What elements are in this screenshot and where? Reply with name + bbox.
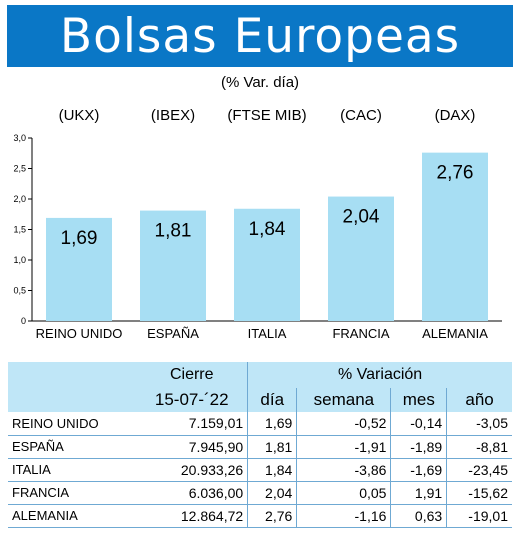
y-tick-label: 0 [21,316,26,326]
header-cierre: Cierre [169,366,214,383]
x-tick-label: ESPAÑA [147,326,199,341]
cell-anio: -3,05 [446,412,512,436]
cell-mes: -1,69 [390,458,447,482]
cell-market: FRANCIA [8,481,137,505]
table-row: ALEMANIA 12.864,72 2,76 -1,16 0,63 -19,01 [8,504,512,528]
index-label: (FTSE MIB) [227,107,306,124]
cell-anio: -23,45 [446,458,512,482]
cell-dia: 1,69 [247,412,297,436]
cell-cierre: 7.945,90 [136,435,248,459]
cell-cierre: 7.159,01 [136,412,248,436]
header-blank [8,362,136,388]
x-tick-label: REINO UNIDO [36,326,123,341]
bar [328,196,394,321]
cell-mes: 1,91 [390,481,447,505]
bar [46,217,112,321]
table-row: FRANCIA 6.036,00 2,04 0,05 1,91 -15,62 [8,481,512,505]
cell-semana: -1,16 [296,504,391,528]
cell-mes: 0,63 [390,504,447,528]
header-mes: mes [390,388,447,412]
table-row: ESPAÑA 7.945,90 1,81 -1,91 -1,89 -8,81 [8,435,512,459]
data-label: 1,69 [61,228,98,249]
cell-cierre: 20.933,26 [136,458,248,482]
cell-anio: -8,81 [446,435,512,459]
y-tick-label: 1,5 [13,225,26,235]
cell-semana: -3,86 [296,458,391,482]
y-tick-label: 3,0 [13,133,26,143]
x-tick-label: FRANCIA [332,326,389,341]
data-table: Cierre % Variación 15-07-´22 día semana … [8,362,512,528]
cell-dia: 2,76 [247,504,297,528]
y-tick-label: 1,0 [13,255,26,265]
cell-dia: 2,04 [247,481,297,505]
y-tick-label: 0,5 [13,286,26,296]
cell-semana: -1,91 [296,435,391,459]
data-label: 1,84 [249,219,286,240]
cell-market: ITALIA [8,458,137,482]
header-blank-2 [8,388,136,412]
cell-semana: -0,52 [296,412,391,436]
cell-market: ALEMANIA [8,504,137,528]
title-banner: Bolsas Europeas [7,5,513,67]
header-semana: semana [296,388,391,412]
index-label: (IBEX) [151,107,195,124]
y-tick-label: 2,5 [13,164,26,174]
index-label: (DAX) [435,107,476,124]
header-anio: año [446,388,512,412]
index-label: (CAC) [340,107,382,124]
page-title: Bolsas Europeas [59,8,461,64]
y-tick-label: 2,0 [13,194,26,204]
table-row: REINO UNIDO 7.159,01 1,69 -0,52 -0,14 -3,05 [8,412,512,436]
table-body: REINO UNIDO 7.159,01 1,69 -0,52 -0,14 -3,05 ES… [8,412,512,528]
cell-anio: -19,01 [446,504,512,528]
bar-chart: 0 0,5 1,0 1,5 2,0 2,5 3,0 1,69 REINO UNIDO (UKX) 1… [13,107,502,341]
data-label: 2,04 [343,207,380,228]
table-header-row-1: Cierre % Variación [8,362,512,388]
index-label: (UKX) [59,107,100,124]
table-row: ITALIA 20.933,26 1,84 -3,86 -1,69 -23,45 [8,458,512,482]
cell-mes: -1,89 [390,435,447,459]
cell-cierre: 12.864,72 [136,504,248,528]
cell-cierre: 6.036,00 [136,481,248,505]
bar [140,210,206,321]
cell-market: ESPAÑA [8,435,137,459]
cell-anio: -15,62 [446,481,512,505]
data-label: 2,76 [437,163,474,184]
x-tick-label: ITALIA [248,326,287,341]
cell-market: REINO UNIDO [8,412,137,436]
header-date: 15-07-´22 [154,390,229,409]
cell-dia: 1,81 [247,435,297,459]
cell-semana: 0,05 [296,481,391,505]
header-variacion: % Variación [247,362,512,388]
bar [422,152,488,321]
header-dia: día [247,388,297,412]
data-label: 1,81 [155,221,192,242]
chart-subtitle: (% Var. día) [220,74,300,91]
bar [234,208,300,321]
x-tick-label: ALEMANIA [422,326,488,341]
cell-mes: -0,14 [390,412,447,436]
cell-dia: 1,84 [247,458,297,482]
table-header-row-2: 15-07-´22 día semana mes año [8,388,512,412]
